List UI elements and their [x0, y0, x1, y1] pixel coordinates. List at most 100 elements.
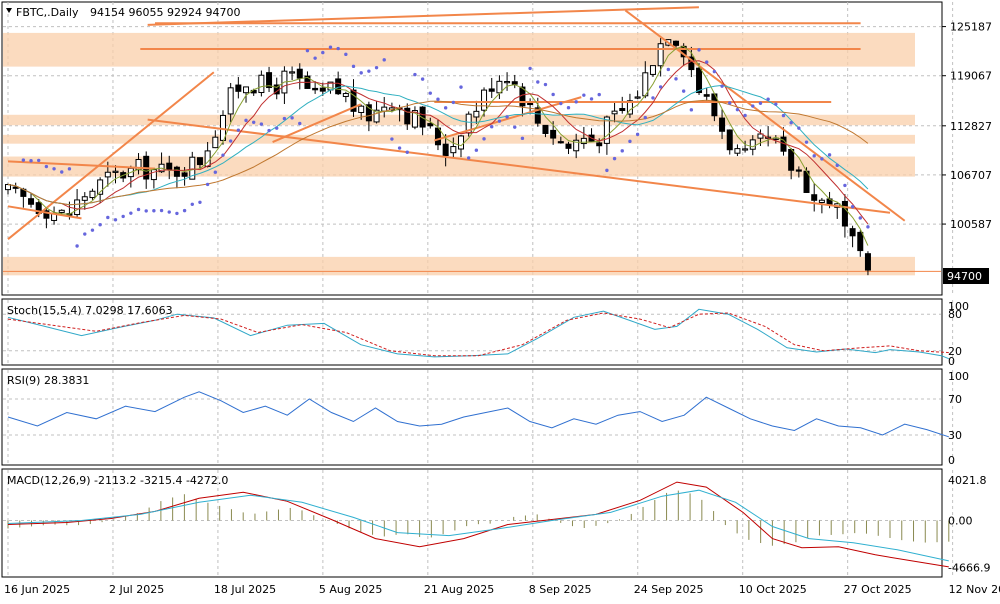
psar-dot: [90, 228, 95, 232]
psar-dot: [382, 58, 386, 62]
x-axis-date-label: 12 Nov 2025: [949, 583, 1000, 596]
stochastic-panel-frame[interactable]: [1, 298, 943, 366]
candle-body: [795, 169, 802, 172]
psar-dot: [505, 115, 509, 119]
psar-dot: [267, 128, 271, 133]
price-panel-frame[interactable]: [1, 1, 943, 296]
psar-dot: [720, 84, 724, 88]
psar-dot: [29, 158, 33, 163]
psar-dot: [205, 182, 210, 187]
macd-panel-frame[interactable]: [1, 468, 943, 578]
candle-body: [89, 190, 96, 199]
candle-body: [719, 117, 726, 132]
trendline[interactable]: [624, 9, 906, 222]
psar-dot: [182, 208, 187, 213]
psar-dot: [705, 60, 709, 64]
candle-body: [411, 110, 418, 128]
candle-body: [488, 88, 495, 92]
stochastic-title: Stoch(15,5,4) 7.0298 17.6063: [7, 304, 173, 317]
psar-dot: [743, 113, 747, 118]
psar-dot: [850, 205, 855, 209]
psar-dot: [666, 67, 671, 72]
candle-body: [550, 129, 557, 139]
psar-dot: [628, 139, 632, 144]
rsi-axis-label: 30: [948, 429, 962, 442]
psar-dot: [597, 92, 601, 97]
rsi-axis-label: 0: [948, 454, 955, 467]
psar-dot: [459, 85, 463, 89]
candle-body: [81, 196, 88, 201]
psar-dot: [413, 72, 417, 77]
candle-body: [864, 253, 871, 271]
psar-dot: [60, 170, 64, 174]
candle-body: [496, 80, 503, 94]
symbol-label: FBTC,.Daily: [16, 6, 79, 19]
psar-dot: [275, 126, 279, 130]
candle-body: [504, 81, 511, 84]
psar-dot: [98, 222, 102, 227]
trendline[interactable]: [7, 160, 156, 170]
candle-body: [28, 198, 35, 205]
psar-dot: [259, 122, 264, 126]
psar-dot: [566, 105, 571, 110]
price-zone: [3, 256, 915, 276]
psar-dot: [305, 48, 310, 53]
psar-dot: [674, 77, 678, 81]
psar-dot: [451, 100, 456, 105]
psar-dot: [605, 168, 609, 173]
trendline[interactable]: [147, 6, 699, 26]
psar-dot: [351, 64, 356, 69]
psar-dot: [728, 101, 732, 105]
psar-dot: [221, 153, 225, 157]
candle-body: [481, 89, 488, 111]
price-axis-label: 106707: [950, 169, 992, 182]
psar-dot: [21, 158, 26, 162]
candle-body: [749, 139, 756, 150]
trendline[interactable]: [147, 118, 891, 214]
candle-body: [696, 67, 703, 94]
psar-dot: [490, 125, 494, 129]
candle-body: [58, 209, 65, 213]
header-menu-triangle-icon[interactable]: [6, 8, 12, 13]
candle-body: [573, 139, 580, 152]
stochastic-axis-label: 100: [948, 300, 969, 313]
psar-dot: [152, 209, 156, 213]
psar-dot: [835, 163, 839, 168]
psar-dot: [574, 100, 578, 104]
candle-body: [742, 148, 749, 151]
price-axis-label: 125187: [950, 21, 992, 34]
psar-dot: [551, 92, 555, 97]
trendline[interactable]: [7, 205, 82, 220]
psar-dot: [681, 89, 686, 93]
psar-dot: [751, 104, 755, 108]
psar-dot: [159, 208, 164, 213]
candle-body: [296, 68, 303, 79]
macd-line: [7, 481, 949, 568]
trendline[interactable]: [272, 103, 362, 143]
psar-dot: [244, 118, 248, 123]
psar-dot: [228, 139, 233, 143]
psar-dot: [359, 71, 363, 75]
psar-dot: [328, 45, 333, 49]
stochastic-signal-line: [7, 312, 949, 357]
rsi-panel-frame[interactable]: [1, 368, 943, 466]
candle-body: [634, 96, 641, 99]
candle-body: [688, 56, 695, 71]
candle-body: [557, 141, 564, 144]
psar-dot: [443, 106, 448, 110]
psar-dot: [144, 209, 148, 213]
psar-dot: [344, 52, 348, 57]
psar-dot: [497, 119, 502, 123]
psar-dot: [428, 91, 432, 95]
psar-dot: [321, 50, 325, 55]
psar-dot: [559, 101, 563, 106]
candle-body: [150, 169, 157, 181]
price-zone: [3, 156, 915, 177]
candle-body: [527, 102, 534, 106]
trendline-layer: [7, 6, 906, 240]
macd-axis-label: 4021.8: [948, 474, 987, 487]
x-axis-date-label: 21 Aug 2025: [424, 583, 494, 596]
psar-dot: [252, 120, 256, 125]
psar-dot: [298, 121, 302, 126]
